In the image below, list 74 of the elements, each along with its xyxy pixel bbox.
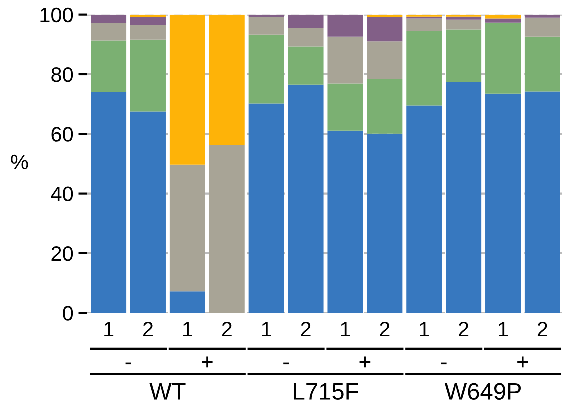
text: -: [441, 362, 447, 365]
bar: [328, 14, 364, 37]
bar: [486, 18, 522, 23]
x-tick-label: 2: [143, 322, 153, 337]
text: +: [360, 356, 371, 368]
text: +: [202, 356, 213, 368]
text: -: [126, 362, 132, 365]
bar: [288, 84, 324, 314]
bar: [91, 23, 127, 41]
bar: [170, 292, 206, 314]
bar: [130, 112, 166, 314]
bar: [130, 14, 166, 18]
y-tick-label: 100: [40, 8, 74, 23]
bar: [248, 104, 284, 314]
bar: [248, 18, 284, 35]
x-tick-label: 2: [538, 322, 548, 337]
bar: [367, 134, 403, 314]
x-tick-label: 1: [183, 322, 192, 337]
bar: [328, 84, 364, 131]
bar: [248, 34, 284, 104]
bar: [288, 46, 324, 85]
bar: [367, 42, 403, 79]
bar: [524, 36, 560, 92]
bar: [130, 40, 166, 112]
bar: [524, 18, 560, 37]
bar: [486, 94, 522, 314]
bar: [209, 145, 245, 314]
x-tick-label: 1: [104, 322, 114, 337]
x-tick-label: 2: [222, 322, 232, 337]
bar: [486, 14, 522, 19]
bar: [328, 36, 364, 84]
x-tick-label: 2: [459, 322, 469, 337]
x-tick-label: 1: [499, 322, 508, 337]
y-tick-label: 80: [52, 67, 74, 82]
bar: [248, 14, 284, 18]
text: W649P: [444, 383, 522, 400]
x-tick-label: 2: [301, 322, 311, 337]
y-tick-label: 20: [52, 246, 74, 262]
bar: [91, 92, 127, 314]
bar: [288, 28, 324, 47]
text: +: [518, 356, 528, 368]
bar: [524, 92, 560, 314]
bar: [170, 14, 206, 165]
bar: [446, 16, 482, 20]
bar: [406, 106, 442, 314]
bar: [367, 14, 403, 18]
bar: [288, 14, 324, 28]
text: WT: [150, 384, 186, 400]
bar: [91, 40, 127, 92]
y-tick-label: 0: [63, 306, 74, 321]
text: -: [284, 362, 290, 365]
bar: [328, 130, 364, 314]
bar: [130, 18, 166, 25]
x-tick-label: 1: [262, 322, 272, 337]
y-axis-title: %: [11, 154, 28, 170]
y-tick-label: 40: [51, 186, 74, 202]
x-tick-label: 1: [420, 322, 430, 337]
bar: [367, 18, 403, 42]
text: L715F: [294, 384, 358, 400]
bar: [446, 30, 482, 82]
bar: [209, 14, 245, 146]
bar: [524, 14, 560, 18]
y-tick-label: 60: [52, 127, 74, 142]
x-tick-label: 1: [341, 322, 350, 337]
bar: [406, 18, 442, 31]
bar: [486, 22, 522, 94]
bar: [367, 78, 403, 134]
x-tick-label: 2: [380, 322, 390, 337]
bar: [446, 82, 482, 314]
bar: [406, 30, 442, 106]
bar: [130, 24, 166, 40]
bar: [446, 20, 482, 30]
bar: [91, 14, 127, 24]
bar: [170, 164, 206, 292]
